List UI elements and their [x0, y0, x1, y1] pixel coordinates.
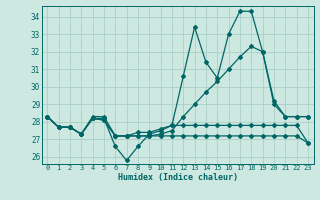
X-axis label: Humidex (Indice chaleur): Humidex (Indice chaleur) [118, 173, 237, 182]
